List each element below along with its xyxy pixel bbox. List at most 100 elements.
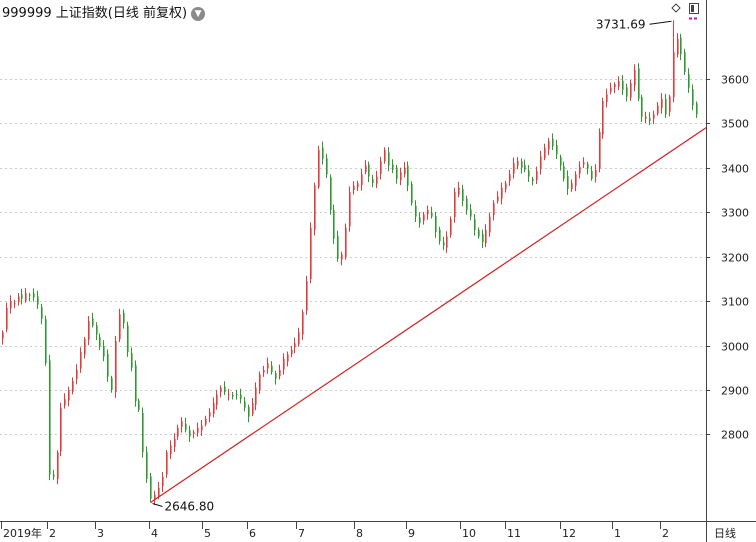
chevron-down-icon[interactable]: ▼ bbox=[191, 6, 206, 21]
candle-body bbox=[127, 325, 129, 353]
candle-body bbox=[142, 412, 144, 453]
candle-body bbox=[524, 165, 526, 170]
candle-body bbox=[255, 387, 257, 405]
candle-body bbox=[209, 412, 211, 417]
candle-body bbox=[501, 187, 503, 199]
y-tick-label: 3500 bbox=[721, 118, 749, 131]
candle-body bbox=[96, 325, 98, 335]
x-tick-label: 9 bbox=[408, 527, 415, 540]
candle-body bbox=[657, 105, 659, 114]
chart-title-text: 999999 上证指数(日线 前复权) bbox=[2, 6, 188, 21]
candle-body bbox=[193, 432, 195, 434]
y-tick-label: 3600 bbox=[721, 74, 749, 87]
candle-body bbox=[275, 373, 277, 379]
candle-body bbox=[415, 205, 417, 217]
x-tick-label: 4 bbox=[151, 527, 158, 540]
candle-body bbox=[41, 307, 43, 319]
candle-body bbox=[478, 229, 480, 237]
trend-line[interactable] bbox=[150, 127, 707, 503]
candle-body bbox=[622, 80, 624, 90]
candle-body bbox=[587, 163, 589, 169]
candle-body bbox=[259, 374, 261, 390]
y-tick-label: 3000 bbox=[721, 341, 749, 354]
candle-body bbox=[407, 165, 409, 186]
candle-body bbox=[392, 164, 394, 170]
candle-body bbox=[454, 192, 456, 218]
candle-body bbox=[279, 369, 281, 377]
candle-body bbox=[595, 169, 597, 177]
candle-body bbox=[283, 358, 285, 370]
candle-body bbox=[326, 158, 328, 175]
x-tick-label: 2 bbox=[662, 527, 669, 540]
y-tick-label: 2800 bbox=[721, 429, 749, 442]
candle-body bbox=[205, 418, 207, 425]
candle-body bbox=[361, 174, 363, 185]
candle-body bbox=[485, 229, 487, 244]
candle-body bbox=[677, 38, 679, 55]
candle-body bbox=[372, 179, 374, 184]
high-annotation-arrow bbox=[649, 20, 672, 25]
chart-title: 999999 上证指数(日线 前复权) ▼ bbox=[2, 2, 206, 21]
candle-body bbox=[197, 427, 199, 433]
candle-body bbox=[166, 452, 168, 475]
candle-body bbox=[673, 52, 675, 98]
candle-body bbox=[544, 147, 546, 159]
y-tick-label: 2900 bbox=[721, 385, 749, 398]
candle-body bbox=[641, 96, 643, 117]
candle-body bbox=[25, 293, 27, 301]
candle-body bbox=[213, 403, 215, 414]
candle-body bbox=[435, 216, 437, 233]
candle-body bbox=[115, 341, 117, 393]
x-tick-label: 1 bbox=[614, 527, 621, 540]
candle-body bbox=[368, 164, 370, 177]
candle-body bbox=[692, 89, 694, 106]
x-tick-label: 12 bbox=[562, 527, 576, 540]
candle-body bbox=[64, 398, 66, 406]
candle-body bbox=[244, 401, 246, 408]
candle-body bbox=[404, 167, 406, 175]
x-tick-label: 8 bbox=[356, 527, 363, 540]
candle-body bbox=[216, 394, 218, 406]
candle-body bbox=[252, 403, 254, 415]
candle-body bbox=[220, 387, 222, 393]
candle-body bbox=[107, 354, 109, 377]
candle-body bbox=[556, 145, 558, 155]
candle-body bbox=[341, 254, 343, 260]
candle-body bbox=[509, 174, 511, 181]
candle-body bbox=[653, 114, 655, 119]
candle-body bbox=[563, 166, 565, 179]
candle-body bbox=[396, 167, 398, 179]
candle-body bbox=[579, 166, 581, 174]
candle-body bbox=[365, 165, 367, 173]
candle-body bbox=[263, 369, 265, 373]
candle-body bbox=[57, 452, 59, 480]
candle-body bbox=[84, 338, 86, 355]
candle-body bbox=[684, 52, 686, 73]
candle-body bbox=[131, 353, 133, 368]
candle-body bbox=[517, 161, 519, 166]
candle-body bbox=[150, 476, 152, 499]
x-tick-label: 10 bbox=[462, 527, 476, 540]
candle-body bbox=[228, 394, 230, 396]
candle-body bbox=[384, 149, 386, 162]
candle-body bbox=[446, 236, 448, 248]
candle-body bbox=[2, 332, 4, 339]
low-annotation-label: 2646.80 bbox=[165, 499, 215, 513]
candle-body bbox=[626, 87, 628, 97]
candle-body bbox=[337, 236, 339, 259]
y-tick-label: 3100 bbox=[721, 296, 749, 309]
candle-body bbox=[291, 349, 293, 355]
candle-body bbox=[669, 96, 671, 112]
candle-body bbox=[419, 217, 421, 224]
y-tick-label: 3400 bbox=[721, 163, 749, 176]
candle-body bbox=[37, 296, 39, 305]
x-tick-label: 11 bbox=[507, 527, 521, 540]
candle-body bbox=[630, 83, 632, 98]
candle-body bbox=[314, 185, 316, 230]
candle-body bbox=[92, 318, 94, 326]
candle-body bbox=[552, 138, 554, 147]
low-annotation-arrow bbox=[152, 503, 163, 507]
candle-body bbox=[474, 219, 476, 230]
candle-body bbox=[99, 337, 101, 347]
diamond-icon[interactable] bbox=[671, 3, 681, 13]
